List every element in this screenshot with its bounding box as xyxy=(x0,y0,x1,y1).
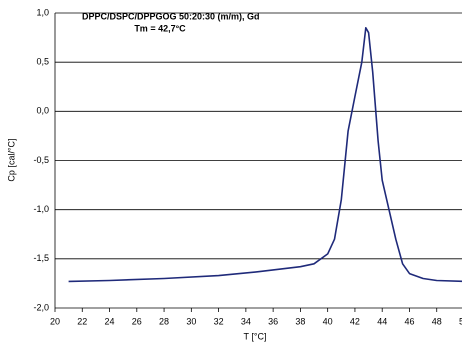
y-axis-label: Cp [cal/°C] xyxy=(6,138,16,181)
x-tick-label: 36 xyxy=(268,316,278,326)
x-tick-label: 34 xyxy=(241,316,251,326)
y-tick-label: -1,5 xyxy=(33,253,49,263)
x-tick-label: 32 xyxy=(214,316,224,326)
annotation: Tm = 42,7°C xyxy=(134,23,186,33)
data-line xyxy=(68,27,462,283)
annotation: DPPC/DSPC/DPPGOG 50:20:30 (m/m), Gd xyxy=(82,11,260,21)
x-tick-label: 26 xyxy=(132,316,142,326)
x-tick-label: 24 xyxy=(105,316,115,326)
x-tick-label: 42 xyxy=(350,316,360,326)
x-tick-label: 50 xyxy=(459,316,462,326)
x-tick-label: 20 xyxy=(50,316,60,326)
x-tick-label: 22 xyxy=(77,316,87,326)
y-tick-label: -2,0 xyxy=(33,302,49,312)
y-tick-label: 0,0 xyxy=(36,106,49,116)
x-axis-label: T [°C] xyxy=(244,331,267,341)
x-tick-label: 40 xyxy=(323,316,333,326)
y-tick-label: -1,0 xyxy=(33,204,49,214)
y-tick-label: -0,5 xyxy=(33,155,49,165)
x-tick-label: 48 xyxy=(432,316,442,326)
x-tick-label: 46 xyxy=(404,316,414,326)
y-tick-label: 0,5 xyxy=(36,57,49,67)
x-tick-label: 30 xyxy=(186,316,196,326)
x-tick-label: 28 xyxy=(159,316,169,326)
x-tick-label: 44 xyxy=(377,316,387,326)
x-tick-label: 38 xyxy=(295,316,305,326)
y-tick-label: 1,0 xyxy=(36,7,49,17)
